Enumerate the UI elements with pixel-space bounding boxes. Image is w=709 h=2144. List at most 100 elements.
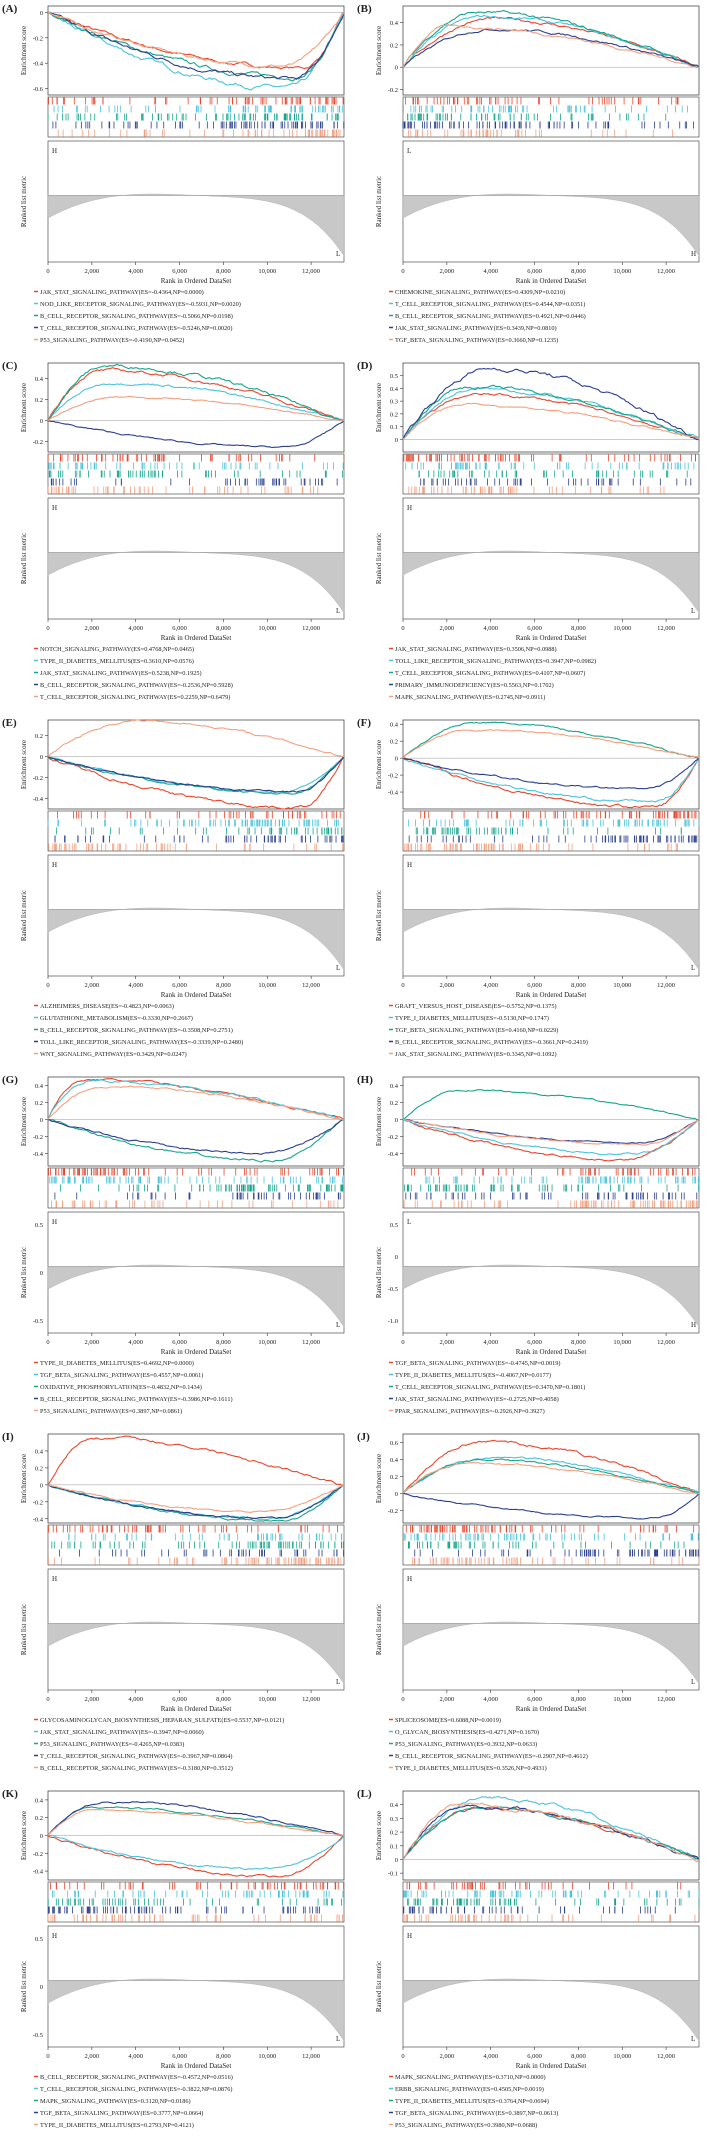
es-curve-2 (47, 383, 345, 422)
x-tick-label: 12,000 (657, 1696, 675, 1703)
enrichment-plot-frame (402, 1076, 700, 1167)
legend-entry: TGF_BETA_SIGNALING_PATHWAY(ES=0.4557,NP=… (40, 1372, 203, 1379)
x-tick-label: 0 (46, 2053, 49, 2060)
y-tick-label: -0.2 (388, 1134, 398, 1141)
y-tick-label: 0.1 (390, 424, 398, 431)
legend-entry: B_CELL_RECEPTOR_SIGNALING_PATHWAY(ES=-0.… (40, 1027, 233, 1034)
y-tick-label: 0 (40, 1833, 43, 1840)
y-tick-label: 0.2 (35, 733, 43, 740)
legend-entry: T_CELL_RECEPTOR_SIGNALING_PATHWAY(ES=0.4… (395, 670, 585, 677)
enrichment-plot-frame (47, 1433, 345, 1524)
y-tick-label: 0.4 (35, 1448, 44, 1455)
gsea-plot: (J) 0.6 0.4 0.2 0 -0.2 Enrichment score H L Ranke… (357, 1431, 700, 1772)
legend-entry: OXIDATIVE_PHOSPHORYLATION(ES=-0.4832,NP=… (40, 1384, 202, 1391)
x-tick-label: 12,000 (657, 1339, 675, 1346)
es-curve-3 (47, 363, 345, 422)
es-curve-5 (47, 719, 345, 758)
es-curve-1 (402, 16, 700, 68)
gsea-plot: (F) 0.4 0.2 0 -0.2 -0.4 Enrichment score H L Rank… (357, 717, 700, 1058)
x-tick-label: 10,000 (613, 625, 631, 632)
x-tick-label: 6,000 (172, 2053, 187, 2060)
es-curve-2 (402, 1456, 700, 1494)
x-tick-label: 2,000 (85, 2053, 100, 2060)
x-tick-label: 4,000 (128, 2053, 143, 2060)
y-tick-label: -0.2 (388, 1508, 398, 1515)
rank-high-label: H (407, 861, 412, 869)
y-axis-label-enrichment: Enrichment score (20, 383, 28, 432)
x-tick-label: 2,000 (85, 982, 100, 989)
legend-entry: TYPE_II_DIABETES_MELLITUS(ES=0.4692,NP=0… (40, 1360, 194, 1367)
rank-tick-label: -0.5 (388, 1286, 398, 1293)
y-axis-label-enrichment: Enrichment score (375, 383, 383, 432)
x-axis-label: Rank in Ordered DataSet (516, 277, 587, 285)
rank-low-label: L (336, 964, 340, 972)
y-tick-label: -0.2 (388, 87, 398, 94)
es-curve-1 (47, 1835, 345, 1878)
es-curve-1 (402, 1118, 700, 1162)
y-tick-label: 0.2 (390, 1830, 398, 1837)
x-axis-label: Rank in Ordered DataSet (516, 1705, 587, 1713)
es-curve-3 (402, 1458, 700, 1494)
y-axis-label-ranked: Ranked list metric (20, 533, 28, 584)
x-axis-label: Rank in Ordered DataSet (161, 2062, 232, 2070)
legend-entry: B_CELL_RECEPTOR_SIGNALING_PATHWAY(ES=0.4… (395, 313, 586, 320)
x-tick-label: 8,000 (216, 625, 231, 632)
legend-entry: TGF_BETA_SIGNALING_PATHWAY(ES=0.3660,NP=… (395, 337, 558, 344)
es-curve-5 (402, 1461, 700, 1495)
x-tick-label: 0 (46, 268, 49, 275)
x-tick-label: 10,000 (258, 1696, 276, 1703)
rank-tick-label: -0.5 (33, 1318, 43, 1325)
es-curve-2 (48, 1834, 345, 1871)
x-tick-label: 8,000 (571, 1339, 586, 1346)
gsea-plot: (K) 0.4 0.2 0 -0.2 -0.4 Enrichment score H L 0.5 0… (2, 1788, 345, 2129)
x-tick-label: 6,000 (527, 1696, 542, 1703)
x-tick-label: 6,000 (172, 1696, 187, 1703)
es-curve-5 (402, 1118, 700, 1146)
x-tick-label: 12,000 (302, 268, 320, 275)
x-tick-label: 8,000 (571, 268, 586, 275)
rank-low-label: L (691, 607, 695, 615)
enrichment-plot-frame (402, 719, 700, 810)
panel-label: (I) (2, 1431, 14, 1443)
panel-b: (B) 0.4 0.2 0 -0.2 Enrichment score L H Ranked l… (355, 0, 709, 357)
legend-entry: GRAFT_VERSUS_HOST_DISEASE(ES=-0.5752,NP=… (395, 1003, 557, 1010)
rank-low-label: L (336, 607, 340, 615)
legend-entry: P53_SIGNALING_PATHWAY(ES=0.3980,NP=0.068… (395, 2122, 537, 2129)
legend-entry: MAPK_SIGNALING_PATHWAY(ES=0.3710,NP=0.00… (395, 2074, 546, 2081)
x-tick-label: 10,000 (258, 982, 276, 989)
es-curve-1 (47, 756, 345, 810)
x-tick-label: 8,000 (216, 1339, 231, 1346)
legend-entry: T_CELL_RECEPTOR_SIGNALING_PATHWAY(ES=0.2… (40, 694, 230, 701)
y-axis-label-ranked: Ranked list metric (375, 533, 383, 584)
rank-low-label: L (691, 2035, 695, 2043)
x-tick-label: 4,000 (483, 625, 498, 632)
legend-entry: B_CELL_RECEPTOR_SIGNALING_PATHWAY(ES=-0.… (395, 1039, 588, 1046)
x-tick-label: 2,000 (440, 982, 455, 989)
y-tick-label: 0 (395, 437, 398, 444)
hit-frame (47, 1167, 345, 1209)
legend-entry: B_CELL_RECEPTOR_SIGNALING_PATHWAY(ES=-0.… (40, 2074, 233, 2081)
legend-entry: TGF_BETA_SIGNALING_PATHWAY(ES=-0.4745,NP… (395, 1360, 560, 1367)
es-curve-3 (402, 10, 700, 69)
y-tick-label: -0.2 (33, 1851, 43, 1858)
legend-entry: T_CELL_RECEPTOR_SIGNALING_PATHWAY(ES=-0.… (40, 325, 232, 332)
panel-label: (E) (2, 717, 17, 729)
rank-low-label: L (336, 2035, 340, 2043)
panel-label: (F) (357, 717, 371, 729)
panel-c: (C) 0.4 0.2 0 -0.2 Enrichment score H L Ranked l… (0, 357, 354, 714)
y-tick-label: 0 (395, 1491, 398, 1498)
y-tick-label: 0.2 (390, 411, 398, 418)
x-tick-label: 4,000 (483, 1339, 498, 1346)
x-tick-label: 6,000 (172, 982, 187, 989)
gsea-plot: (C) 0.4 0.2 0 -0.2 Enrichment score H L Ranked l… (2, 360, 345, 701)
y-tick-label: -0.2 (388, 773, 398, 780)
x-tick-label: 10,000 (258, 625, 276, 632)
panel-a: (A) 0 -0.2 -0.4 -0.6 Enrichment score H L Ranked… (0, 0, 354, 357)
x-tick-label: 4,000 (128, 1696, 143, 1703)
legend-entry: NOTCH_SIGNALING_PATHWAY(ES=0.4768,NP=0.0… (40, 646, 194, 653)
hit-frame (47, 810, 345, 852)
y-tick-label: 0.6 (390, 1440, 399, 1447)
ranked-metric-area (47, 193, 345, 257)
x-tick-label: 8,000 (571, 625, 586, 632)
